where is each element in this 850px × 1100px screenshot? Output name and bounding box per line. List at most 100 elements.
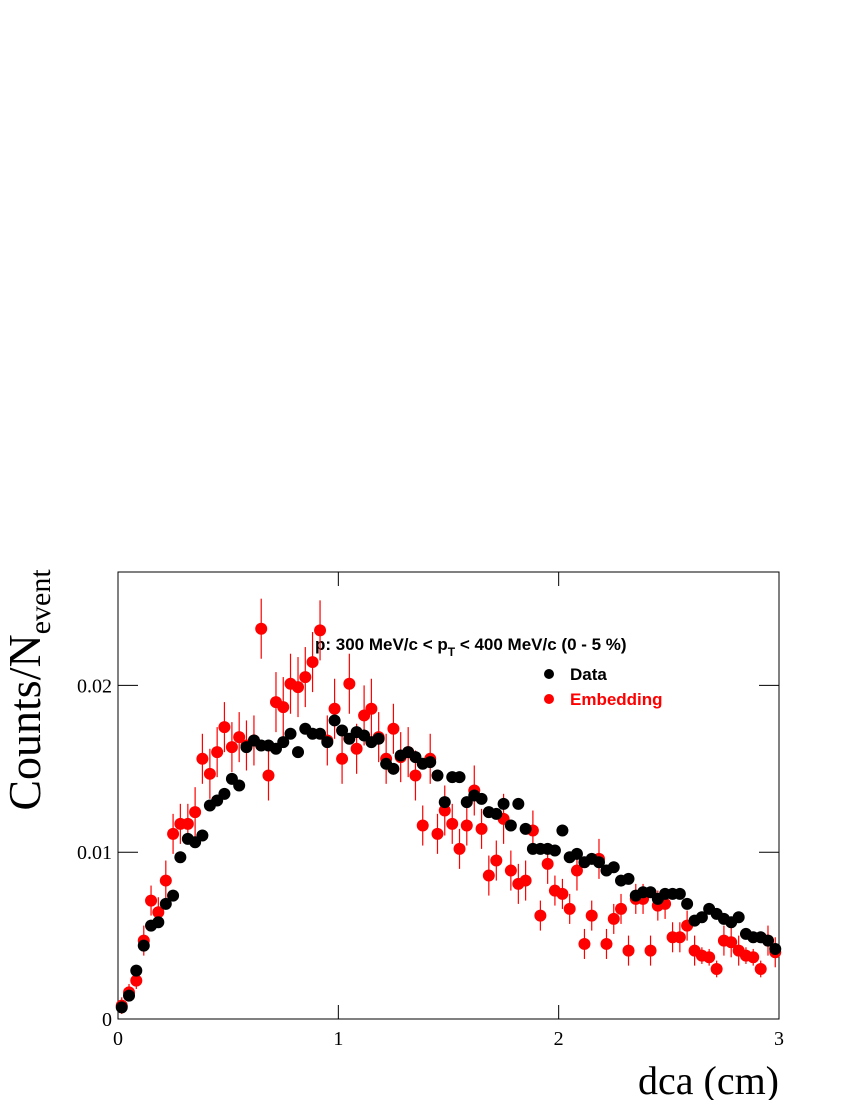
data-point [622, 872, 635, 885]
y-tick-label: 0.01 [77, 842, 112, 864]
data-point [615, 902, 628, 915]
data-point [622, 944, 635, 957]
data-point [189, 806, 202, 819]
data-point [218, 787, 231, 800]
data-point [607, 861, 620, 874]
data-point [321, 736, 334, 749]
data-point [431, 769, 444, 782]
annotation-part: p: 300 MeV/c < p [315, 635, 448, 654]
data-point [203, 767, 216, 780]
data-point [255, 622, 268, 635]
data-point [409, 769, 422, 782]
legend-marker [544, 669, 554, 679]
data-point [460, 819, 473, 832]
annotation: p: 300 MeV/c < pT < 400 MeV/c (0 - 5 %) [315, 635, 627, 659]
data-point [306, 656, 319, 669]
data-point [541, 857, 554, 870]
data-point [431, 827, 444, 840]
data-point [181, 817, 194, 830]
data-point [438, 796, 451, 809]
x-tick-label: 3 [774, 1028, 784, 1050]
data-point [196, 752, 209, 765]
y-tick-label: 0.02 [77, 675, 112, 697]
data-point [314, 624, 327, 637]
data-point [372, 732, 385, 745]
data-point [225, 741, 238, 754]
data-point [314, 727, 327, 740]
data-point [145, 894, 158, 907]
data-point [277, 701, 290, 714]
y-axis-label: Counts/Nevent [0, 569, 57, 811]
data-point [548, 844, 561, 857]
data-point [152, 906, 165, 919]
data-point [703, 951, 716, 964]
data-point [519, 822, 532, 835]
data-point [336, 724, 349, 737]
data-point [769, 942, 782, 955]
data-point [600, 937, 613, 950]
data-point [673, 887, 686, 900]
data-point [424, 756, 437, 769]
data-point [475, 822, 488, 835]
data-point [747, 951, 760, 964]
data-point [284, 727, 297, 740]
annotation-sub: T [448, 645, 456, 659]
data-point [453, 771, 466, 784]
plot-frame [117, 571, 780, 1020]
y-axis-label-sub: event [24, 569, 57, 635]
data-point [490, 854, 503, 867]
data-point [497, 797, 510, 810]
data-point [137, 939, 150, 952]
data-point [446, 817, 459, 830]
data-point [673, 931, 686, 944]
data-point [130, 964, 143, 977]
data-point [277, 736, 290, 749]
data-point [123, 989, 136, 1002]
data-point [292, 746, 305, 759]
data-point [159, 874, 172, 887]
data-point [570, 847, 583, 860]
data-point [328, 702, 341, 715]
data-point [482, 869, 495, 882]
data-point [292, 681, 305, 694]
data-point [563, 902, 576, 915]
data-point [519, 874, 532, 887]
data-point [578, 937, 591, 950]
data-point [681, 897, 694, 910]
x-tick-label: 1 [333, 1028, 343, 1050]
data-point [174, 851, 187, 864]
data-point [761, 934, 774, 947]
data-point [556, 824, 569, 837]
data-point [475, 792, 488, 805]
data-point [504, 864, 517, 877]
data-point [732, 911, 745, 924]
legend-marker [544, 694, 554, 704]
x-axis-label: dca (cm) [638, 1058, 779, 1100]
data-point [512, 797, 525, 810]
data-point [695, 911, 708, 924]
data-point [416, 819, 429, 832]
data-point [438, 804, 451, 817]
data-point [336, 752, 349, 765]
data-point [490, 807, 503, 820]
data-point [387, 722, 400, 735]
data-point [196, 829, 209, 842]
data-point [299, 671, 312, 684]
data-point [152, 916, 165, 929]
annotation-part: < 400 MeV/c (0 - 5 %) [455, 635, 627, 654]
data-point [453, 842, 466, 855]
data-point [159, 897, 172, 910]
data-point [556, 887, 569, 900]
data-point [365, 702, 378, 715]
data-point [585, 909, 598, 922]
data-point [592, 856, 605, 869]
data-point [233, 731, 246, 744]
y-axis-label-main: Counts/N [0, 634, 50, 810]
data-point [725, 936, 738, 949]
data-point [350, 742, 363, 755]
data-point [262, 769, 275, 782]
data-point [710, 962, 723, 975]
data-point [115, 1001, 128, 1014]
data-point [534, 909, 547, 922]
